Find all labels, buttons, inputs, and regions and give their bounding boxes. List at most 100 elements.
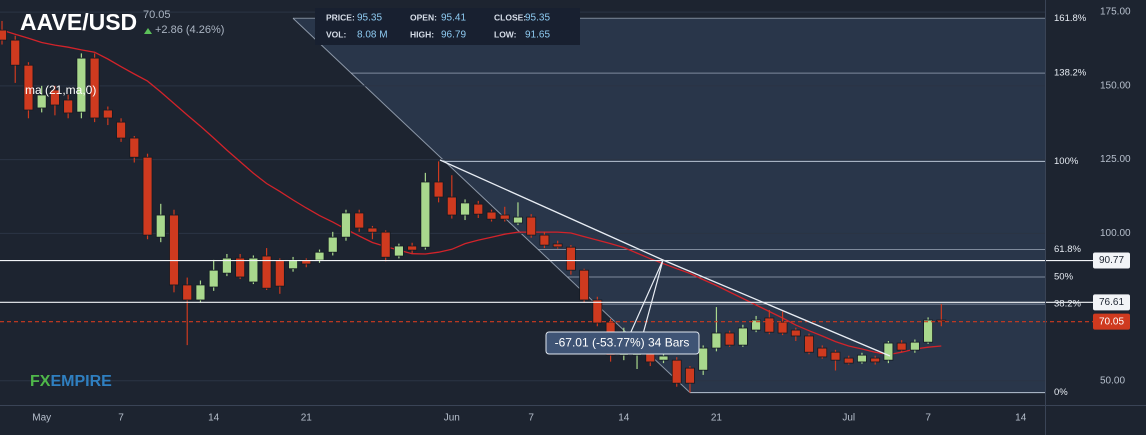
x-tick-label: May	[32, 413, 51, 424]
candle-body	[274, 259, 285, 287]
candle-body	[195, 284, 206, 301]
x-tick-label: 7	[118, 413, 124, 424]
watermark-fx: FX	[30, 373, 51, 390]
fib-label: 138.2%	[1054, 68, 1087, 79]
main-layer	[0, 20, 1093, 393]
last-price: 70.05	[143, 9, 171, 21]
candle-body	[433, 181, 444, 198]
fib-label: 61.8%	[1054, 244, 1081, 255]
candle-body	[327, 236, 338, 253]
info-value: 95.35	[357, 13, 382, 24]
candle-body	[870, 357, 881, 363]
candle-body	[526, 216, 537, 236]
candle-body	[486, 211, 497, 220]
price-tag	[1093, 252, 1130, 269]
symbol: AAVE/USD	[20, 9, 137, 35]
candle-body	[499, 214, 510, 220]
candle-body	[102, 109, 113, 119]
info-value: 95.41	[441, 13, 466, 24]
candle-body	[804, 335, 814, 353]
candle-body	[579, 269, 590, 301]
candle-body	[63, 99, 74, 114]
candle-body	[896, 342, 907, 351]
candle-body	[380, 231, 391, 258]
candle-body	[142, 156, 153, 236]
price-tag-label: 70.05	[1099, 316, 1124, 327]
info-value: 8.08 M	[357, 30, 388, 41]
info-value: 91.65	[525, 30, 550, 41]
candle-body	[685, 367, 695, 384]
price-tag	[1093, 294, 1130, 311]
candle-body	[592, 299, 603, 324]
x-tick-label: 14	[618, 413, 630, 424]
candle-body	[446, 196, 457, 216]
info-value: 95.35	[525, 13, 550, 24]
watermark: FXEMPIRE	[30, 373, 112, 390]
candle-body	[155, 214, 166, 238]
candle-body	[116, 121, 126, 139]
candle-body	[724, 332, 735, 346]
y-tick-label: 50.00	[1100, 375, 1125, 386]
candle-body	[460, 202, 470, 216]
candle-body	[513, 216, 523, 224]
y-tick-label: 175.00	[1100, 7, 1131, 18]
x-tick-label: Jul	[842, 413, 855, 424]
candle-body	[288, 259, 298, 270]
candle-body	[420, 181, 431, 248]
candle-body	[367, 227, 378, 233]
candle-body	[909, 341, 920, 351]
candle-body	[248, 257, 259, 283]
info-value: 96.79	[441, 30, 466, 41]
watermark-empire: EMPIRE	[50, 373, 112, 390]
fib-label: 0%	[1054, 387, 1068, 398]
candle-body	[923, 319, 933, 343]
candle-body	[751, 319, 762, 331]
candle-body	[261, 255, 272, 289]
fib-label: 50%	[1054, 271, 1074, 282]
candle-body	[539, 234, 550, 246]
y-tick-label: 150.00	[1100, 80, 1131, 91]
candle-body	[764, 317, 775, 333]
candle-body	[565, 246, 576, 271]
x-tick-label: 21	[301, 413, 313, 424]
candle-body	[341, 212, 351, 238]
candle-body	[777, 321, 788, 334]
y-tick-label: 100.00	[1100, 228, 1131, 239]
fib-label: 161.8%	[1054, 13, 1087, 24]
candle-body	[222, 257, 232, 274]
candle-body	[169, 214, 179, 286]
info-label: OPEN:	[410, 12, 437, 22]
x-tick-label: 21	[711, 413, 723, 424]
info-box	[315, 8, 580, 45]
candle-body	[129, 137, 140, 158]
callout-pointer	[629, 259, 664, 335]
candle-body	[883, 342, 894, 361]
candle-body	[817, 347, 828, 358]
candle-body	[314, 251, 325, 261]
price-change: +2.86 (4.26%)	[155, 24, 224, 36]
candle-body	[89, 57, 100, 119]
candle-body	[50, 89, 60, 106]
candle-body	[698, 347, 709, 371]
x-tick-label: Jun	[444, 413, 460, 424]
y-tick-label: 125.00	[1100, 154, 1131, 165]
candle-body	[473, 203, 484, 215]
candle-body	[671, 359, 682, 384]
candle-body	[76, 57, 87, 113]
fib-label: 100%	[1054, 156, 1079, 167]
candle-body	[23, 64, 34, 111]
front-layer: 50.00 100.00 125.00 150.00 175.00 161.8% 138.2…	[32, 7, 1131, 424]
info-label: CLOSE:	[494, 12, 526, 22]
ma-label: ma (21,ma,0)	[25, 83, 96, 97]
price-tag-label: 90.77	[1099, 255, 1124, 266]
candle-body	[235, 257, 246, 278]
candle-body	[843, 357, 854, 364]
ma-line	[1, 29, 942, 356]
candle-body	[407, 245, 418, 251]
candle-body	[354, 212, 365, 229]
info-label: LOW:	[494, 29, 517, 39]
candle-body	[737, 327, 748, 346]
